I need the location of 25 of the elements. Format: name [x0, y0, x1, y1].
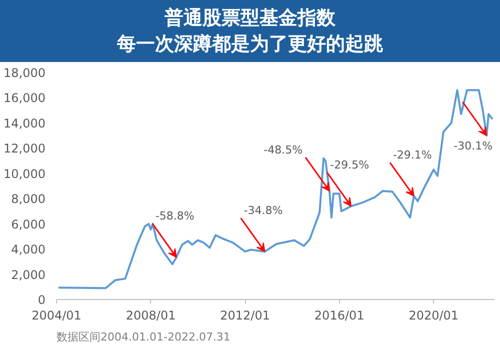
x-tick-label: 2020/01 [408, 308, 459, 322]
y-tick-label: 8,000 [11, 192, 46, 206]
y-tick-label: 18,000 [4, 66, 46, 80]
y-tick-label: 2,000 [11, 268, 46, 282]
annotation: -34.8% [244, 204, 283, 218]
x-tick-label: 2016/01 [314, 308, 364, 322]
annotation: -29.1% [392, 148, 432, 162]
y-tick-label: 14,000 [4, 116, 46, 130]
y-tick-label: 16,000 [4, 91, 46, 106]
y-tick-label: 0 [38, 293, 46, 307]
y-tick-label: 12,000 [4, 142, 46, 156]
y-tick-label: 4,000 [11, 242, 46, 257]
annotation: -48.5% [264, 144, 303, 156]
y-tick-label: 6,000 [11, 217, 46, 232]
annotation: -30.1% [454, 140, 493, 153]
x-tick-label: 2004/01 [32, 308, 82, 322]
y-tick-label: 10,000 [4, 166, 46, 181]
line-series [58, 89, 494, 290]
annotation: -29.5% [330, 158, 370, 172]
chart-title: 普通股票型基金指数 [164, 7, 336, 29]
text: 数据区间2004.01.01-2022.07.31 [56, 330, 230, 344]
annotation: -58.8% [155, 210, 194, 223]
x-tick-label: 2008/01 [126, 308, 176, 322]
chart-subtitle: 每一次深蹲都是为了更好的起跳 [117, 33, 383, 55]
x-tick-label: 2012/01 [220, 308, 270, 322]
